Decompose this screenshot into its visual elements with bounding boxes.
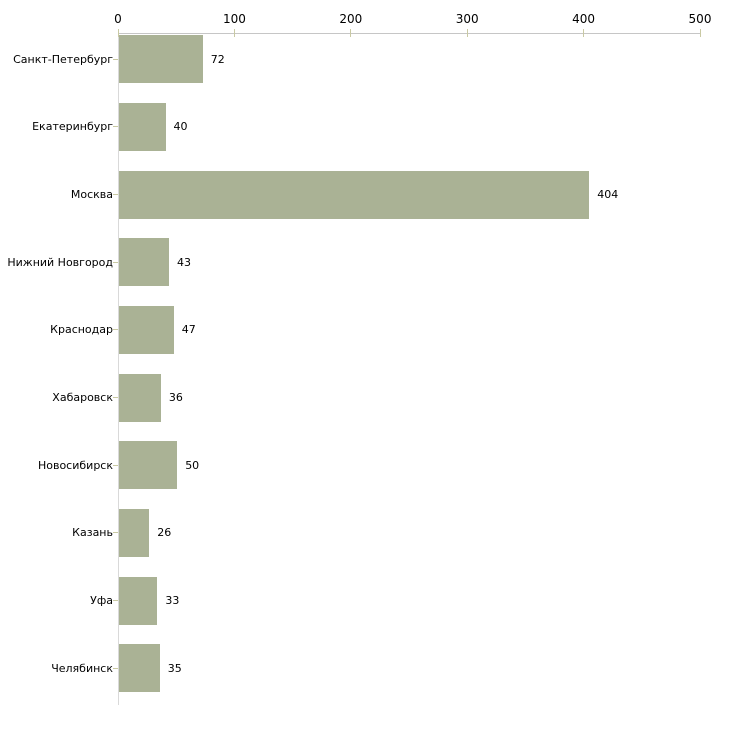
value-label: 35 bbox=[167, 661, 182, 675]
value-label: 36 bbox=[168, 391, 183, 405]
bar bbox=[119, 35, 203, 84]
y-axis-tick bbox=[113, 464, 118, 466]
x-axis-tick bbox=[233, 29, 235, 37]
bar bbox=[119, 305, 174, 354]
category-label: Нижний Новгород bbox=[7, 255, 113, 269]
bar-row: Уфа 33 bbox=[0, 576, 730, 625]
category-label: Уфа bbox=[90, 594, 113, 608]
bar-row: Хабаровск 36 bbox=[0, 373, 730, 422]
category-label: Санкт-Петербург bbox=[13, 52, 113, 66]
category-label: Москва bbox=[70, 188, 113, 202]
bar bbox=[119, 102, 166, 151]
value-label: 72 bbox=[210, 52, 225, 66]
bar-row: Нижний Новгород 43 bbox=[0, 238, 730, 287]
category-label: Челябинск bbox=[51, 661, 113, 675]
bar bbox=[119, 170, 590, 219]
category-label: Хабаровск bbox=[52, 391, 113, 405]
x-axis-tick-label: 300 bbox=[455, 12, 479, 26]
y-axis-tick bbox=[113, 194, 118, 196]
y-axis-tick bbox=[113, 667, 118, 669]
bar-row: Новосибирск 50 bbox=[0, 441, 730, 490]
value-label: 40 bbox=[173, 120, 188, 134]
x-axis-line bbox=[118, 33, 701, 34]
x-axis-tick bbox=[466, 29, 468, 37]
x-axis-tick bbox=[699, 29, 701, 37]
y-axis-tick bbox=[113, 532, 118, 534]
category-label: Краснодар bbox=[50, 323, 113, 337]
bar bbox=[119, 441, 178, 490]
value-label: 26 bbox=[157, 526, 172, 540]
bar-row: Казань 26 bbox=[0, 508, 730, 557]
bar bbox=[119, 508, 150, 557]
bar-row: Москва 404 bbox=[0, 170, 730, 219]
x-axis-tick-label: 400 bbox=[572, 12, 596, 26]
y-axis-tick bbox=[113, 58, 118, 60]
bar-row: Челябинск 35 bbox=[0, 644, 730, 693]
y-axis-tick bbox=[113, 397, 118, 399]
value-label: 47 bbox=[181, 323, 196, 337]
x-axis-tick-label: 200 bbox=[339, 12, 363, 26]
y-axis-tick bbox=[113, 261, 118, 263]
x-axis-tick bbox=[117, 29, 119, 37]
bar-row: Краснодар 47 bbox=[0, 305, 730, 354]
x-axis-tick-label: 100 bbox=[222, 12, 246, 26]
x-axis-tick bbox=[350, 29, 352, 37]
value-label: 404 bbox=[597, 188, 619, 202]
y-axis-tick bbox=[113, 126, 118, 128]
bar bbox=[119, 373, 161, 422]
bar bbox=[119, 238, 170, 287]
value-label: 33 bbox=[165, 594, 180, 608]
y-axis-tick bbox=[113, 600, 118, 602]
bar-row: Санкт-Петербург 72 bbox=[0, 35, 730, 84]
x-axis-tick-label: 500 bbox=[688, 12, 712, 26]
category-label: Казань bbox=[72, 526, 113, 540]
bar-row: Екатеринбург 40 bbox=[0, 102, 730, 151]
bar bbox=[119, 644, 160, 693]
category-label: Екатеринбург bbox=[32, 120, 113, 134]
bar bbox=[119, 576, 158, 625]
y-axis-tick bbox=[113, 329, 118, 331]
value-label: 43 bbox=[177, 255, 192, 269]
y-axis-line bbox=[118, 33, 119, 705]
category-label: Новосибирск bbox=[37, 458, 113, 472]
x-axis-tick-label: 0 bbox=[114, 12, 122, 26]
value-label: 50 bbox=[185, 458, 200, 472]
x-axis-tick bbox=[583, 29, 585, 37]
